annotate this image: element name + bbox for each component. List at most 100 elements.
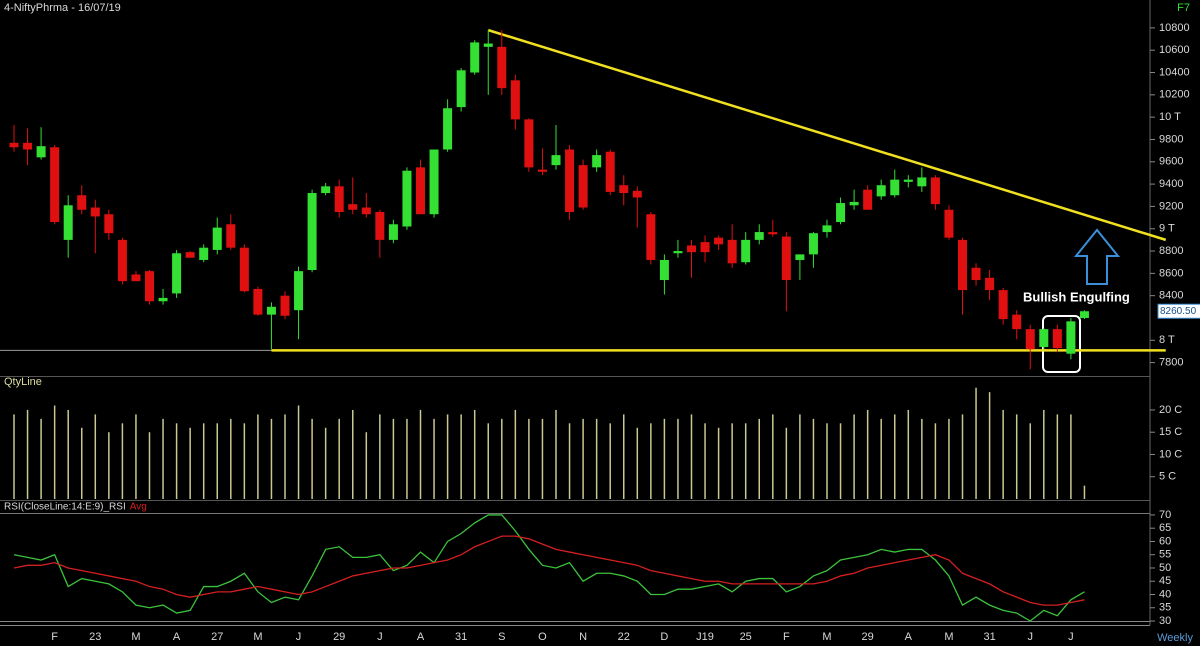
x-tick-label: F bbox=[783, 631, 790, 643]
x-tick-label: J bbox=[296, 631, 302, 643]
candle-body bbox=[795, 254, 805, 260]
candle-body bbox=[646, 214, 656, 260]
candle-body bbox=[632, 190, 642, 198]
x-tick-label: A bbox=[173, 631, 181, 643]
y-tick-label: 70 bbox=[1159, 509, 1171, 521]
candle-body bbox=[551, 155, 561, 166]
candle-body bbox=[537, 169, 547, 172]
x-tick-label: 29 bbox=[862, 631, 874, 643]
y-tick-label: 9400 bbox=[1159, 178, 1183, 190]
y-tick-label: 10800 bbox=[1159, 22, 1190, 34]
y-tick-label: 10200 bbox=[1159, 89, 1190, 101]
y-tick-label: 9200 bbox=[1159, 200, 1183, 212]
y-tick-label: 10400 bbox=[1159, 66, 1190, 78]
key-label: F7 bbox=[1177, 2, 1190, 14]
x-tick-label: N bbox=[579, 631, 587, 643]
candle-body bbox=[605, 151, 615, 192]
candle-body bbox=[1039, 329, 1049, 347]
chart-title: 4-NiftyPhrma - 16/07/19 bbox=[4, 2, 121, 14]
x-tick-label: 22 bbox=[618, 631, 630, 643]
y-tick-label: 10 C bbox=[1159, 448, 1182, 460]
y-tick-label: 9 T bbox=[1159, 223, 1175, 235]
x-tick-label: A bbox=[905, 631, 913, 643]
candle-body bbox=[294, 271, 304, 311]
y-tick-label: 30 bbox=[1159, 615, 1171, 627]
candle-body bbox=[985, 277, 995, 291]
legend-label: RSI(CloseLine:14:E:9)_RSI bbox=[4, 502, 126, 513]
candle-body bbox=[836, 203, 846, 223]
y-tick-label: 7800 bbox=[1159, 357, 1183, 369]
arrow-icon bbox=[1073, 228, 1121, 285]
candle-body bbox=[470, 42, 480, 73]
x-tick-label: J bbox=[1068, 631, 1074, 643]
candle-body bbox=[565, 149, 575, 212]
candle-body bbox=[239, 247, 249, 292]
candle-body bbox=[388, 224, 398, 240]
candle-body bbox=[36, 146, 46, 158]
annotation: Bullish Engulfing bbox=[1023, 289, 1130, 304]
candle-body bbox=[944, 209, 954, 238]
candle-body bbox=[226, 224, 236, 248]
price-marker-label: 8260.50 bbox=[1160, 306, 1197, 317]
candle-body bbox=[619, 185, 629, 194]
y-tick-label: 60 bbox=[1159, 535, 1171, 547]
candle-body bbox=[1066, 321, 1076, 354]
candle-body bbox=[334, 186, 344, 212]
candle-body bbox=[321, 186, 331, 194]
candle-body bbox=[890, 179, 900, 196]
candle-body bbox=[212, 227, 222, 250]
candle-body bbox=[483, 43, 493, 47]
candle-body bbox=[158, 297, 168, 302]
y-tick-label: 40 bbox=[1159, 588, 1171, 600]
candle-body bbox=[266, 306, 276, 315]
candle-body bbox=[998, 290, 1008, 320]
candle-body bbox=[1079, 311, 1089, 318]
y-tick-label: 10 T bbox=[1159, 111, 1181, 123]
candle-body bbox=[903, 179, 913, 182]
candle-body bbox=[781, 236, 791, 281]
candle-body bbox=[90, 207, 100, 217]
candle-body bbox=[768, 232, 778, 235]
candle-body bbox=[510, 80, 520, 120]
x-tick-label: J19 bbox=[696, 631, 714, 643]
candle-body bbox=[429, 149, 439, 215]
candle-body bbox=[1012, 314, 1022, 330]
candle-body bbox=[578, 165, 588, 208]
candle-body bbox=[1052, 329, 1062, 349]
candle-body bbox=[714, 237, 724, 245]
rsi-line bbox=[13, 535, 1085, 606]
x-tick-label: 23 bbox=[89, 631, 101, 643]
x-tick-label: M bbox=[131, 631, 140, 643]
candle-body bbox=[673, 251, 683, 254]
candle-body bbox=[456, 70, 466, 108]
x-tick-label: M bbox=[822, 631, 831, 643]
y-tick-label: 8800 bbox=[1159, 245, 1183, 257]
panel-title: QtyLine bbox=[4, 376, 42, 388]
rsi-line bbox=[13, 514, 1085, 622]
x-tick-label: S bbox=[498, 631, 505, 643]
y-tick-label: 8600 bbox=[1159, 267, 1183, 279]
candle-body bbox=[930, 177, 940, 205]
candle-body bbox=[443, 108, 453, 150]
candle-body bbox=[524, 119, 534, 168]
candle-body bbox=[917, 177, 927, 187]
candle-body bbox=[754, 232, 764, 240]
candle-body bbox=[863, 189, 873, 210]
y-tick-label: 55 bbox=[1159, 549, 1171, 561]
candle-body bbox=[592, 155, 602, 168]
candle-body bbox=[50, 147, 60, 223]
candle-body bbox=[199, 247, 209, 260]
y-tick-label: 15 C bbox=[1159, 426, 1182, 438]
candle-body bbox=[497, 46, 507, 89]
y-tick-label: 65 bbox=[1159, 522, 1171, 534]
price-marker-box bbox=[1157, 303, 1200, 319]
candle-body bbox=[104, 214, 114, 234]
candle-body bbox=[77, 195, 87, 210]
candle-body bbox=[145, 271, 154, 302]
y-tick-label: 8400 bbox=[1159, 290, 1183, 302]
candle-body bbox=[117, 239, 127, 282]
y-tick-label: 9600 bbox=[1159, 156, 1183, 168]
candle-body bbox=[808, 233, 818, 255]
trendline bbox=[487, 28, 1167, 242]
candle-body bbox=[348, 204, 358, 210]
